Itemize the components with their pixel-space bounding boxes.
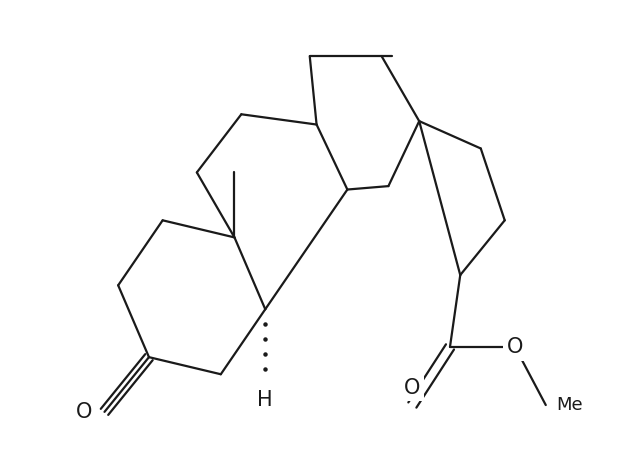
Text: O: O: [404, 378, 420, 398]
Text: Me: Me: [556, 396, 582, 414]
Text: H: H: [257, 391, 273, 411]
Text: O: O: [507, 337, 523, 357]
Text: O: O: [507, 337, 523, 357]
Text: O: O: [76, 402, 92, 422]
Text: O: O: [507, 337, 523, 357]
Text: O: O: [404, 378, 420, 398]
Text: H: H: [257, 390, 273, 410]
Text: O: O: [73, 402, 90, 422]
